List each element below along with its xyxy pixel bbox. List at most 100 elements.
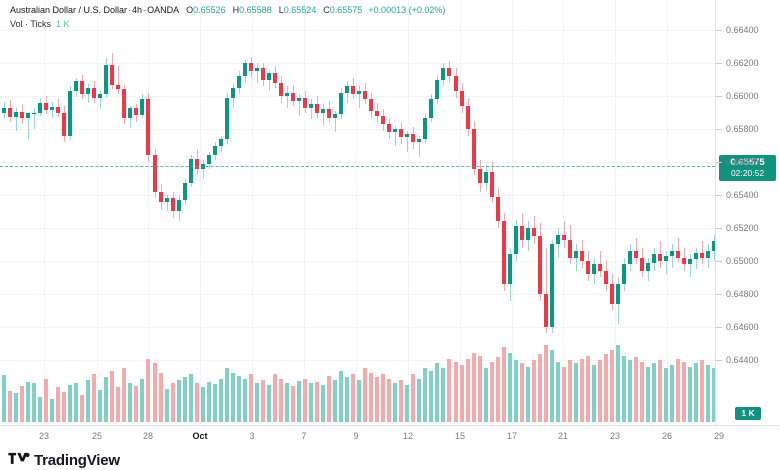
volume-bar [297, 381, 301, 422]
open-value: 0.65526 [193, 5, 226, 15]
legend-volume-row[interactable]: Vol · Ticks 1 K [10, 18, 445, 30]
volume-bar [490, 362, 494, 422]
time-axis-label: 21 [557, 431, 569, 441]
candle-body [634, 251, 638, 258]
volume-bar [309, 383, 313, 422]
price-axis-tick [716, 327, 722, 328]
horizontal-gridline [0, 327, 715, 328]
vertical-gridline [615, 0, 616, 425]
price-axis-label: 0.64400 [726, 355, 759, 365]
volume-bar [291, 386, 295, 422]
candle-wick [269, 69, 270, 92]
candle-wick [311, 99, 312, 120]
ohlc-low: L0.65524 [279, 5, 317, 15]
volume-scale-badge[interactable]: 1 K [735, 407, 761, 420]
candle-body [273, 73, 277, 83]
chart-pane[interactable] [0, 0, 780, 425]
volume-bar [159, 373, 163, 422]
volume-bar [658, 360, 662, 422]
candle-body [526, 227, 530, 240]
volume-bar [562, 367, 566, 422]
candle-body [38, 102, 42, 113]
horizontal-gridline [0, 228, 715, 229]
candle-body [321, 109, 325, 113]
symbol-interval[interactable]: 4h [132, 5, 143, 15]
ohlc-close: C0.65575 [323, 5, 362, 15]
candle-body [478, 168, 482, 184]
time-axis-label: 29 [713, 431, 725, 441]
candle-wick [672, 244, 673, 268]
time-axis[interactable]: 23 25 28 Oct 3 7 9 12 15 17 21 23 26 29 [0, 425, 780, 448]
candle-body [441, 68, 445, 80]
volume-bar [363, 368, 367, 422]
time-axis-label: 3 [249, 431, 255, 441]
volume-bar [514, 360, 518, 422]
price-axis-tick [716, 63, 722, 64]
volume-study-label[interactable]: Vol · Ticks [10, 19, 52, 29]
volume-bar [315, 382, 319, 422]
volume-bar [146, 359, 150, 422]
candle-wick [203, 160, 204, 179]
candle-body [116, 84, 120, 90]
legend-symbol-row[interactable]: Australian Dollar / U.S. Dollar·4h-OANDA… [10, 4, 445, 16]
candle-body [562, 234, 566, 240]
time-axis-label: Oct [192, 431, 208, 441]
price-axis-tick [716, 228, 722, 229]
candle-wick [576, 244, 577, 271]
candle-body [2, 107, 6, 113]
price-axis[interactable]: 0.65575 02:20:52 1 K 0.66400 0.66200 0.660… [715, 0, 780, 425]
time-axis-label: 26 [661, 431, 673, 441]
volume-bar [676, 359, 680, 422]
tradingview-logo[interactable]: TradingView [8, 452, 120, 470]
candle-body [8, 107, 12, 117]
volume-bar [375, 377, 379, 422]
candle-body [134, 107, 138, 116]
volume-bar [321, 385, 325, 422]
candle-body [417, 138, 421, 143]
volume-bar [110, 371, 114, 422]
horizontal-gridline [0, 195, 715, 196]
price-axis-label: 0.64600 [726, 322, 759, 332]
volume-bar [399, 380, 403, 422]
volume-bar [128, 383, 132, 422]
candle-body [556, 234, 560, 245]
volume-bar [255, 383, 259, 422]
volume-bar [646, 367, 650, 422]
volume-bar [393, 383, 397, 422]
vertical-gridline [44, 0, 45, 425]
candle-body [303, 97, 307, 108]
symbol-description[interactable]: Australian Dollar / U.S. Dollar [10, 5, 128, 15]
volume-bar [580, 359, 584, 422]
volume-bar [466, 359, 470, 422]
candle-body [297, 97, 301, 102]
price-axis-tick [716, 195, 722, 196]
current-price-badge[interactable]: 0.65575 02:20:52 [719, 155, 776, 181]
volume-bar [351, 374, 355, 422]
time-axis-label: 23 [38, 431, 50, 441]
candle-wick [257, 63, 258, 83]
candle-body [327, 109, 331, 118]
volume-bar [532, 360, 536, 422]
horizontal-gridline [0, 63, 715, 64]
volume-bar [417, 379, 421, 422]
volume-bar [706, 365, 710, 422]
candle-body [207, 155, 211, 164]
current-price-value: 0.65575 [730, 157, 765, 168]
candle-body [628, 251, 632, 265]
volume-bar [712, 368, 716, 422]
candle-wick [299, 94, 300, 116]
candle-body [351, 86, 355, 95]
candle-body [339, 92, 343, 115]
price-axis-label: 0.65400 [726, 190, 759, 200]
candle-body [580, 251, 584, 261]
vertical-gridline [252, 0, 253, 425]
volume-bar [550, 350, 554, 422]
grid-layer [0, 0, 715, 425]
candle-body [490, 171, 494, 197]
volume-bar [207, 382, 211, 422]
volume-bar [586, 356, 590, 422]
volume-bar [592, 365, 596, 422]
horizontal-gridline [0, 261, 715, 262]
vertical-gridline [512, 0, 513, 425]
